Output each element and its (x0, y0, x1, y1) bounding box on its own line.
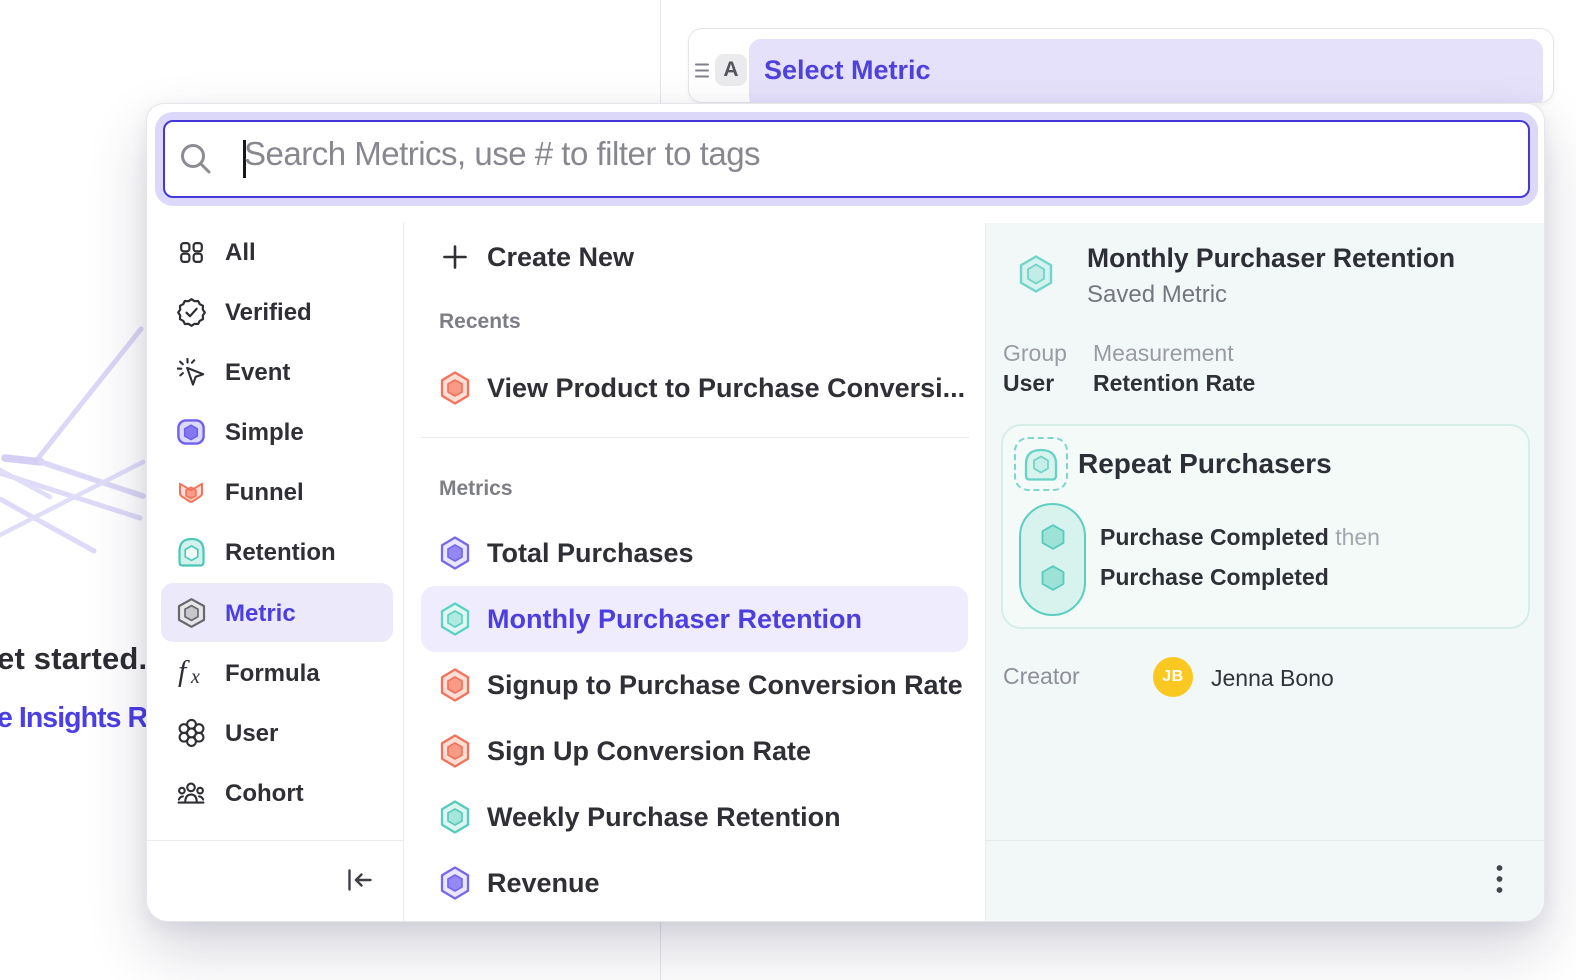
svg-text:f: f (178, 658, 190, 688)
svg-text:x: x (190, 666, 200, 688)
